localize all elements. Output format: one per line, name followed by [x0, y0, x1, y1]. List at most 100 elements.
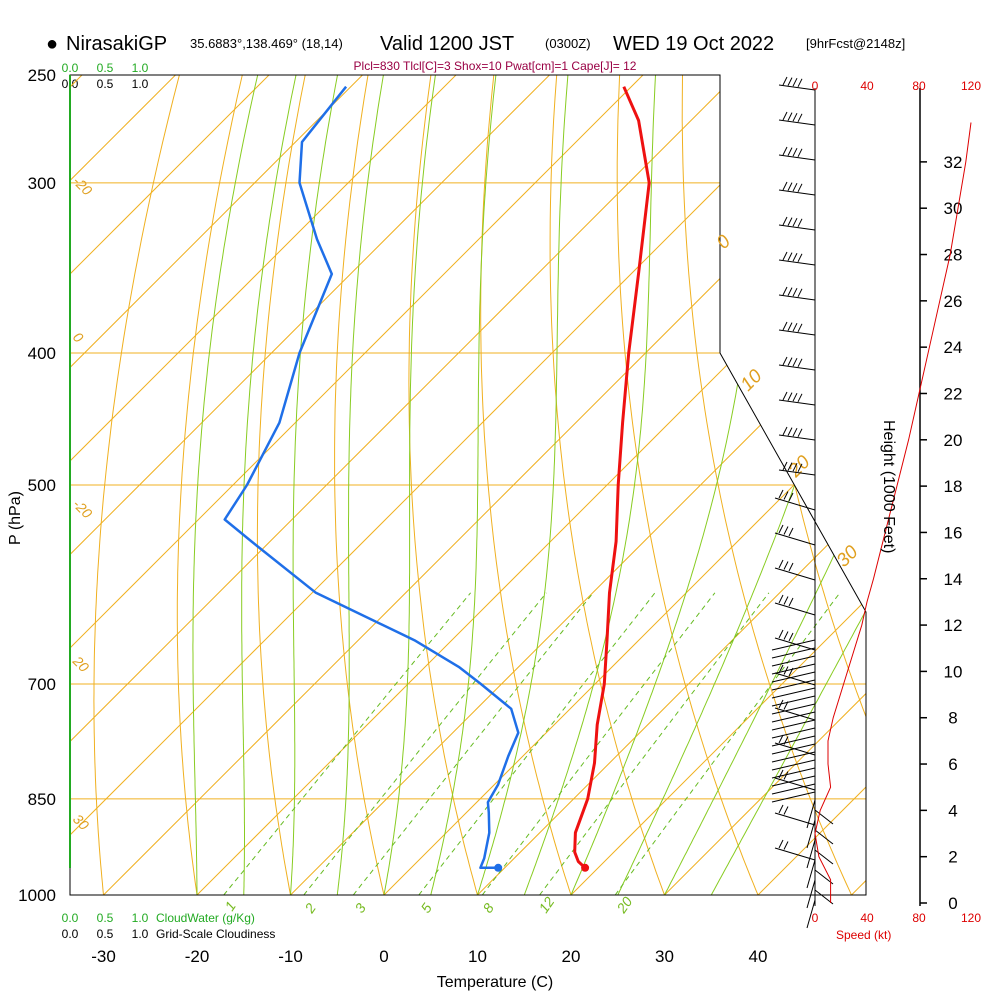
dry-adiabat-line — [93, 75, 180, 895]
pressure-tick-label: 700 — [28, 675, 56, 694]
wind-barb-staff — [806, 859, 816, 889]
wind-barb-staff — [774, 637, 816, 651]
wind-barb-staff — [778, 469, 816, 476]
wind-barb-flag — [797, 463, 803, 473]
wind-barb-flag — [797, 183, 803, 193]
wind-barb-flag — [792, 287, 798, 297]
wind-barb-flag — [783, 631, 789, 640]
wind-barb-flag — [783, 771, 789, 780]
pressure-axis: 250 300 400 500 700 850 1000 — [18, 66, 56, 905]
x-tick-label: 0 — [379, 947, 388, 966]
wind-barb-staff — [771, 791, 816, 803]
wind-barb-flag — [778, 524, 784, 534]
moist-adiabat-line — [336, 75, 384, 895]
wind-speed-tick: 120 — [961, 911, 981, 925]
wind-barb-flag — [782, 286, 788, 296]
moist-adiabat-line — [523, 75, 656, 895]
wind-speed-tick: 40 — [860, 79, 874, 93]
wind-barb-flag — [782, 426, 788, 436]
wind-barb-flag — [788, 597, 794, 607]
isotherm-line — [70, 75, 457, 895]
wind-barb-staff — [771, 663, 816, 675]
height-tick-label: 16 — [944, 523, 963, 542]
wind-barb-flag — [797, 148, 803, 158]
forecast-info: [9hrFcst@2148z] — [806, 36, 905, 51]
wind-barb-staff — [774, 672, 816, 686]
wind-barb-staff — [774, 532, 816, 546]
cloudiness-tick-bottom: 0.5 — [97, 927, 114, 941]
dry-adiabat-line — [256, 75, 306, 895]
valid-utc: (0300Z) — [545, 36, 591, 51]
moist-adiabat-line — [290, 75, 338, 895]
wind-barb-flag — [778, 804, 784, 814]
wind-barb-flag — [787, 357, 793, 366]
wind-barb-flag — [787, 287, 793, 296]
mixing-ratio-label: 8 — [479, 900, 497, 916]
wind-barb-staff — [771, 671, 816, 683]
station-name: NirasakiGP — [66, 33, 167, 55]
cloudwater-tick-bottom: 0.0 — [62, 911, 79, 925]
wind-barb-staff — [771, 679, 816, 691]
wind-barb-flag — [797, 78, 803, 88]
wind-barb-flag — [782, 181, 788, 191]
wind-speed-axis-bottom: 0 40 80 120 Speed (kt) — [812, 911, 982, 942]
isotherm-label-high: 0 — [713, 231, 736, 254]
pressure-tick-label: 400 — [28, 344, 56, 363]
isotherm-line — [477, 75, 866, 895]
wind-barb-staff — [771, 695, 816, 707]
dry-adiabat-line — [480, 75, 572, 895]
cloudiness-tick-bottom: 1.0 — [132, 927, 149, 941]
surface-dewpoint-marker — [494, 863, 503, 872]
isotherm-line — [70, 75, 550, 895]
wind-barb-flag — [782, 146, 788, 156]
mixing-ratio-line — [303, 592, 547, 895]
height-tick-label: 22 — [944, 384, 963, 403]
wind-barb-flag — [788, 492, 794, 502]
wind-speed-tick: 0 — [812, 79, 819, 93]
wind-barb-staff — [774, 777, 816, 791]
wind-barb-staff — [778, 399, 816, 406]
mixing-ratio-line — [614, 592, 841, 895]
wind-barb-staff — [771, 703, 816, 715]
dry-adiabat-line — [176, 75, 243, 895]
height-tick-label: 14 — [944, 570, 963, 589]
wind-barb-staff — [778, 364, 816, 371]
mixing-ratio-label: 5 — [417, 900, 435, 916]
wind-barb-flag — [787, 217, 793, 226]
pressure-tick-label: 850 — [28, 790, 56, 809]
wind-barb-flag — [788, 632, 794, 642]
x-tick-label: 20 — [562, 947, 581, 966]
mixing-ratio-label: 20 — [613, 894, 636, 917]
wind-barb-staff — [774, 847, 816, 861]
wind-barb-staff — [778, 154, 816, 161]
wind-barb-staff — [771, 655, 816, 667]
height-axis-label: Height (1000 Feet) — [880, 420, 897, 553]
wind-barb-staff — [774, 567, 816, 581]
wind-barb-staff — [814, 889, 834, 905]
moist-adiabat-line — [477, 75, 569, 895]
wind-speed-tick: 80 — [912, 911, 926, 925]
x-tick-label: -10 — [278, 947, 303, 966]
wind-barb-flag — [797, 323, 803, 333]
wind-barb-staff — [778, 294, 816, 301]
wind-barb-staff — [806, 799, 816, 829]
plot-boundary — [69, 74, 867, 896]
valid-time: Valid 1200 JST — [380, 33, 514, 55]
wind-barb-flag — [787, 147, 793, 156]
cloudiness-tick-bottom: 0.0 — [62, 927, 79, 941]
mixing-ratio-label: 12 — [535, 894, 557, 916]
isotherm-label: 30 — [70, 811, 92, 833]
wind-barb-flag — [778, 734, 784, 744]
wind-barb-staff — [774, 602, 816, 616]
wind-barb-flag — [792, 392, 798, 402]
height-tick-label: 10 — [944, 662, 963, 681]
isotherm-line — [70, 75, 737, 895]
wind-barb-flag — [792, 182, 798, 192]
wind-barb-staff — [771, 711, 816, 723]
mixing-ratio-line — [481, 592, 716, 895]
wind-barb-flag — [797, 218, 803, 228]
isotherm-line — [664, 75, 866, 895]
wind-barb-staff — [774, 497, 816, 511]
wind-barb-staff — [814, 829, 834, 845]
wind-barb-flag — [783, 596, 789, 605]
